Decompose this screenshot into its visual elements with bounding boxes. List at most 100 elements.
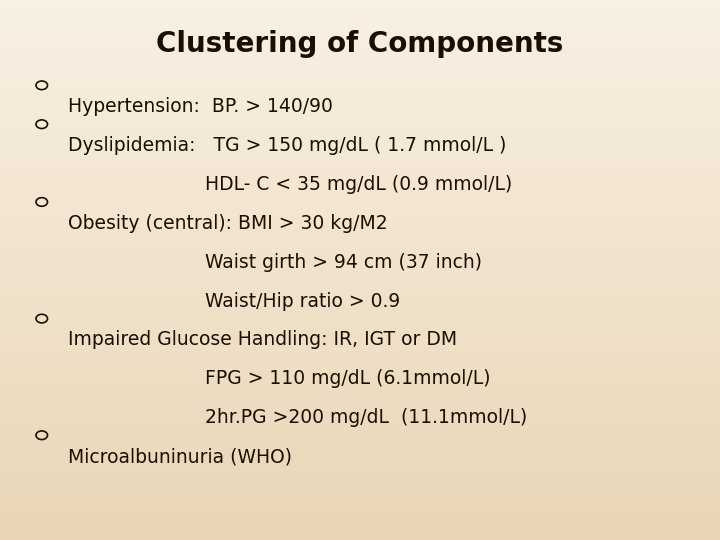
Text: Hypertension:  BP. > 140/90: Hypertension: BP. > 140/90	[68, 97, 333, 116]
Bar	[0, 320, 720, 322]
Bar	[0, 313, 720, 315]
Bar	[0, 255, 720, 258]
Bar	[0, 261, 720, 263]
Bar	[0, 59, 720, 61]
Bar	[0, 464, 720, 466]
Bar	[0, 490, 720, 491]
Bar	[0, 245, 720, 247]
Bar	[0, 302, 720, 304]
Bar	[0, 254, 720, 255]
Bar	[0, 308, 720, 309]
Bar	[0, 536, 720, 538]
Bar	[0, 171, 720, 173]
Bar	[0, 216, 720, 218]
Bar	[0, 360, 720, 362]
Bar	[0, 525, 720, 528]
Bar	[0, 457, 720, 459]
Bar	[0, 513, 720, 515]
Bar	[0, 508, 720, 509]
Bar	[0, 335, 720, 336]
Text: FPG > 110 mg/dL (6.1mmol/L): FPG > 110 mg/dL (6.1mmol/L)	[205, 369, 491, 388]
Bar	[0, 522, 720, 524]
Bar	[0, 329, 720, 331]
Bar	[0, 407, 720, 409]
Bar	[0, 193, 720, 194]
Bar	[0, 389, 720, 390]
Bar	[0, 29, 720, 31]
Bar	[0, 403, 720, 405]
Bar	[0, 412, 720, 414]
Bar	[0, 297, 720, 299]
Bar	[0, 409, 720, 410]
Bar	[0, 423, 720, 425]
Bar	[0, 157, 720, 158]
Bar	[0, 454, 720, 455]
Bar	[0, 531, 720, 533]
Bar	[0, 247, 720, 248]
Bar	[0, 328, 720, 329]
Bar	[0, 241, 720, 243]
Bar	[0, 511, 720, 513]
Bar	[0, 533, 720, 535]
Bar	[0, 7, 720, 9]
Bar	[0, 88, 720, 90]
Bar	[0, 23, 720, 25]
Bar	[0, 36, 720, 38]
Bar	[0, 275, 720, 277]
Bar	[0, 258, 720, 259]
Bar	[0, 54, 720, 56]
Bar	[0, 336, 720, 339]
Bar	[0, 110, 720, 112]
Bar	[0, 182, 720, 184]
Bar	[0, 178, 720, 180]
Bar	[0, 151, 720, 153]
Bar	[0, 42, 720, 43]
Bar	[0, 225, 720, 227]
Bar	[0, 65, 720, 66]
Bar	[0, 18, 720, 20]
Bar	[0, 155, 720, 157]
Bar	[0, 135, 720, 137]
Bar	[0, 147, 720, 150]
Bar	[0, 79, 720, 81]
Bar	[0, 502, 720, 504]
Bar	[0, 97, 720, 99]
Bar	[0, 144, 720, 146]
Bar	[0, 194, 720, 196]
Bar	[0, 47, 720, 49]
Bar	[0, 259, 720, 261]
Bar	[0, 200, 720, 201]
Bar	[0, 479, 720, 481]
Bar	[0, 234, 720, 236]
Bar	[0, 72, 720, 74]
Bar	[0, 362, 720, 363]
Bar	[0, 103, 720, 104]
Bar	[0, 346, 720, 347]
Bar	[0, 52, 720, 54]
Bar	[0, 204, 720, 205]
Bar	[0, 180, 720, 182]
Bar	[0, 322, 720, 324]
Bar	[0, 130, 720, 131]
Bar	[0, 410, 720, 412]
Bar	[0, 306, 720, 308]
Bar	[0, 382, 720, 383]
Bar	[0, 373, 720, 374]
Bar	[0, 128, 720, 130]
Text: Clustering of Components: Clustering of Components	[156, 30, 564, 58]
Bar	[0, 81, 720, 83]
Bar	[0, 160, 720, 162]
Bar	[0, 123, 720, 124]
Bar	[0, 448, 720, 450]
Bar	[0, 50, 720, 52]
Bar	[0, 56, 720, 58]
Bar	[0, 277, 720, 279]
Bar	[0, 309, 720, 312]
Bar	[0, 38, 720, 39]
Bar	[0, 265, 720, 266]
Bar	[0, 281, 720, 282]
Bar	[0, 232, 720, 234]
Bar	[0, 137, 720, 139]
Bar	[0, 315, 720, 317]
Bar	[0, 22, 720, 23]
